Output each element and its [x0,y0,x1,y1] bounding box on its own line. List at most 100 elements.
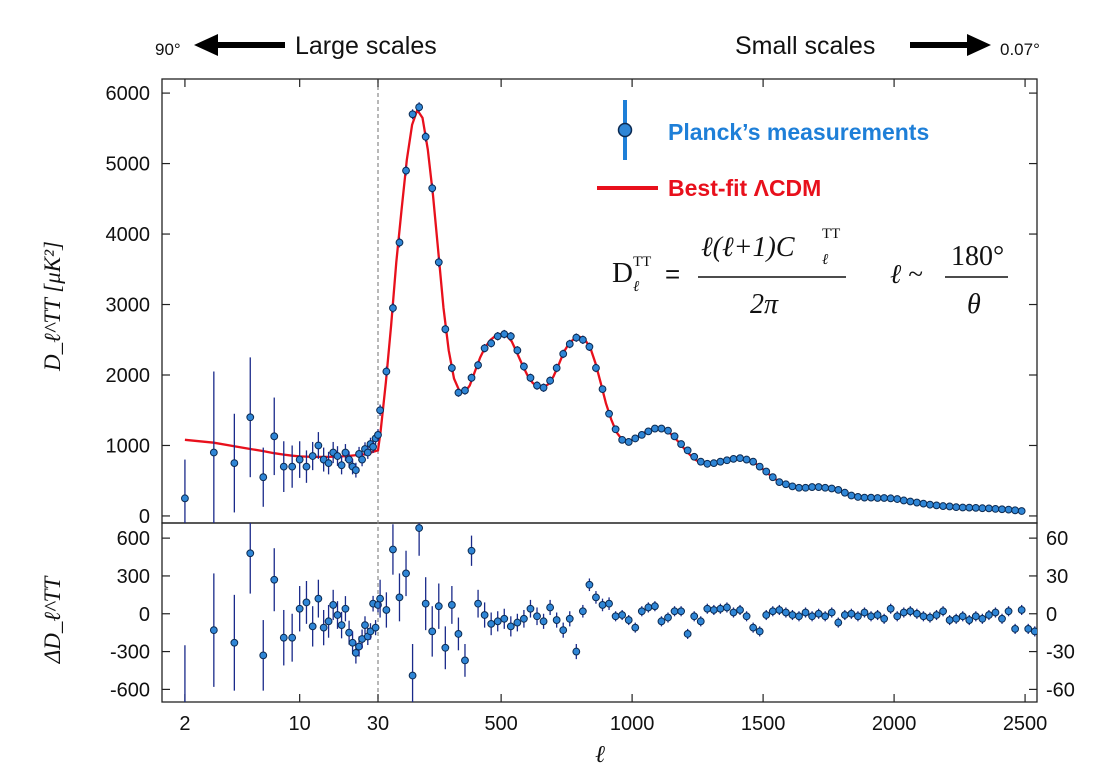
top-data-point [749,457,758,466]
residual-low-point [259,651,268,660]
x-tick-label: 2500 [1003,713,1048,735]
residual-high-point [552,616,561,624]
top-data-point [259,473,268,482]
formula-num-sub: ℓ [822,252,828,268]
residual-high-point [506,622,515,631]
top-data-point [958,503,967,512]
top-data-point [441,325,450,334]
residual-high-point [559,626,568,635]
bottom-panel-frame [161,522,1038,703]
residual-high-point [624,616,633,624]
residual-high-point [1004,607,1013,616]
header-small-scales: Small scales [735,32,875,60]
residual-high-point [565,614,574,623]
top-data-point [513,346,522,355]
top-data-point [709,459,718,467]
residual-high-point [696,617,705,626]
residual-high-point [840,611,849,619]
formula-lhs-sub: ℓ [633,279,639,295]
residual-high-point [932,611,941,619]
bottom-y-tick-label: 600 [117,528,150,550]
top-data-point [369,442,377,451]
residual-high-point [585,580,594,589]
top-data-point [854,493,862,501]
top-y-tick-label: 3000 [106,295,151,317]
top-data-point [447,364,456,372]
residual-high-point [834,618,843,627]
residual-high-point [781,608,790,617]
top-data-point [801,483,810,492]
legend-point-icon [617,122,633,138]
top-data-point [246,413,255,422]
top-data-point [337,461,346,470]
top-data-point [991,505,1000,513]
header-left-angle: 90° [155,40,181,59]
top-data-point [952,503,961,512]
residual-high-point [500,614,509,623]
top-data-point [945,502,954,511]
top-data-point [363,448,372,457]
top-data-point [559,349,568,358]
top-points-group [181,102,1026,523]
residual-low-point [295,604,304,613]
bottom-y-right-tick-label: 60 [1046,528,1068,550]
top-data-point [880,494,889,502]
top-data-point [565,340,574,348]
top-data-point [768,473,777,482]
residual-low-point [324,617,333,626]
residual-high-point [854,612,862,621]
top-data-point [288,462,297,471]
residual-low-point [366,627,375,636]
residual-low-point [308,622,317,631]
top-data-point [467,373,476,382]
residual-high-point [821,612,830,621]
top-data-point [893,495,902,503]
top-data-point [664,426,672,435]
top-data-point [270,432,279,441]
x-tick-label: 10 [289,713,311,735]
bottom-y-tick-label: 300 [117,566,150,588]
bottom-y-axis-label: ΔD_ℓ^TT [40,575,65,665]
top-y-tick-label: 2000 [106,365,151,387]
residual-high-point [886,604,895,613]
residual-high-point [461,656,469,665]
residual-low-point [279,633,288,642]
residual-high-point [768,607,777,616]
residual-high-point [1017,606,1026,614]
top-y-tick-label: 1000 [106,435,151,457]
top-data-point [808,483,816,491]
formula-ell-sim: ℓ ~ [890,259,923,289]
residual-high-point [467,546,476,555]
top-data-point [657,424,666,433]
residual-high-point [860,608,869,617]
residual-high-point [670,607,679,616]
top-data-point [932,501,941,510]
top-data-point [552,364,561,372]
residual-low-point [333,611,342,619]
top-data-point [788,482,797,491]
top-data-point [729,454,738,463]
top-data-point [696,457,705,466]
residual-high-point [526,604,535,613]
top-data-point [703,459,712,468]
residual-high-point [533,612,541,621]
legend: Planck’s measurements Best-fit ΛCDM [597,100,929,201]
top-data-point [421,132,430,141]
x-tick-label: 1000 [610,713,655,735]
top-data-point [572,333,581,342]
x-tick-label: 2000 [872,713,917,735]
bottom-y-right-tick-label: 30 [1046,566,1068,588]
top-data-point [474,361,482,370]
top-data-point [860,493,869,502]
residual-low-point [302,598,311,607]
residual-high-point [749,623,758,632]
top-data-point [428,184,437,193]
residual-low-point [341,604,350,613]
top-data-point [899,496,908,505]
residual-high-point [454,630,463,638]
top-data-point [520,362,528,371]
top-data-point [939,502,947,510]
residual-high-point [952,614,961,623]
residual-high-point [520,614,528,623]
bottom-y-tick-label: -300 [110,642,150,664]
